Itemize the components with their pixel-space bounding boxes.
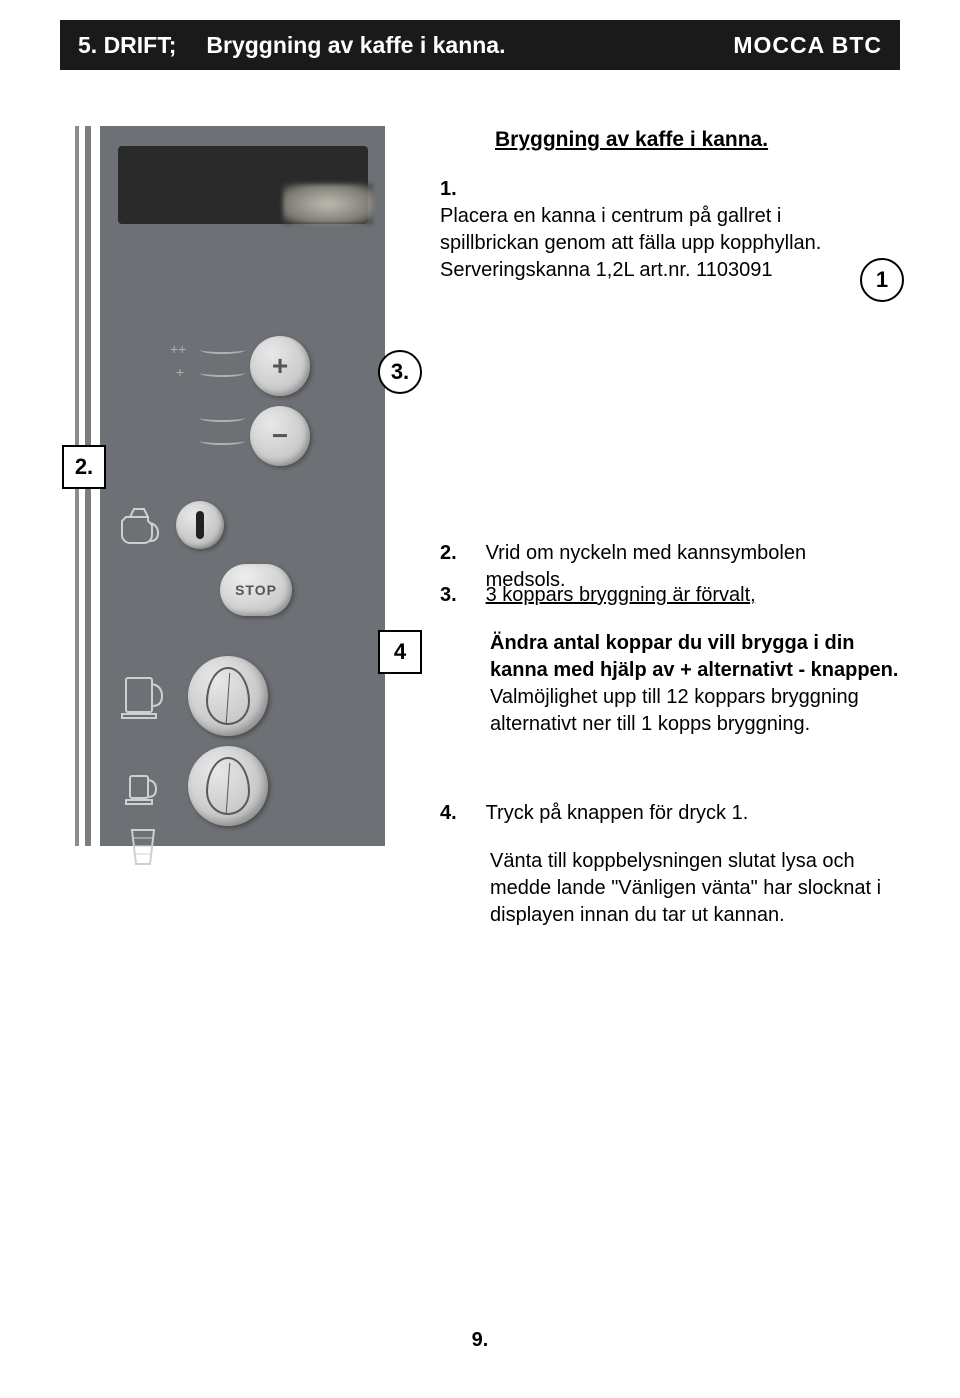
step-tail-text: Vänta till koppbelysningen slutat lysa o…	[490, 850, 881, 926]
step-4-text: Tryck på knappen för dryck 1.	[486, 800, 886, 827]
step-3: 3. 3 koppars bryggning är förvalt,	[440, 582, 900, 609]
step-1-number: 1.	[440, 176, 480, 203]
spoon-icon	[200, 437, 245, 445]
display-window	[118, 146, 368, 224]
page-subtitle: Bryggning av kaffe i kanna.	[495, 128, 768, 152]
step-3-detail: Ändra antal koppar du vill brygga i din …	[490, 630, 900, 738]
callout-circle-1: 1	[860, 258, 904, 302]
plus-button[interactable]: +	[250, 336, 310, 396]
step-3-rest: Valmöjlighet upp till 12 koppars bryggni…	[490, 684, 900, 738]
jug-icon	[120, 505, 162, 545]
bean-icon	[206, 757, 250, 815]
strength-ticks: ++ +	[170, 336, 240, 466]
spoon-icon	[200, 414, 245, 422]
spoon-icon	[200, 346, 245, 354]
glass-icon	[128, 828, 158, 868]
page-number: 9.	[472, 1329, 489, 1352]
drink-1-row	[120, 656, 268, 736]
step-tail: Vänta till koppbelysningen slutat lysa o…	[490, 848, 900, 929]
tick-plus: +	[176, 364, 184, 380]
step-1: 1. Placera en kanna i centrum på gallret…	[440, 176, 880, 284]
display-glow	[283, 184, 373, 224]
step-3-text: 3 koppars bryggning är förvalt,	[486, 582, 886, 609]
drink-1-button[interactable]	[188, 656, 268, 736]
step-4-number: 4.	[440, 800, 480, 827]
section-header: 5. DRIFT; Bryggning av kaffe i kanna. MO…	[60, 20, 900, 70]
section-number: 5. DRIFT;	[78, 32, 176, 59]
tick-plusplus: ++	[170, 341, 186, 357]
plus-icon: +	[272, 350, 288, 382]
step-4: 4. Tryck på knappen för dryck 1.	[440, 800, 900, 827]
callout-square-4: 4	[378, 630, 422, 674]
drink-2-row	[120, 746, 268, 826]
minus-icon: −	[272, 420, 288, 452]
step-3-number: 3.	[440, 582, 480, 609]
machine-panel: ++ + + − STOP	[100, 126, 385, 846]
small-cup-icon	[120, 762, 164, 810]
model-name: MOCCA BTC	[733, 32, 882, 59]
section-title: Bryggning av kaffe i kanna.	[206, 32, 505, 59]
callout-square-2: 2.	[62, 445, 106, 489]
minus-button[interactable]: −	[250, 406, 310, 466]
spoon-icon	[200, 369, 245, 377]
bean-icon	[206, 667, 250, 725]
callout-circle-3: 3.	[378, 350, 422, 394]
drink-2-button[interactable]	[188, 746, 268, 826]
stop-button[interactable]: STOP	[220, 564, 292, 616]
key-switch[interactable]	[176, 501, 224, 549]
step-1-text: Placera en kanna i centrum på gallret i …	[440, 203, 835, 284]
step-3-bold: Ändra antal koppar du vill brygga i din …	[490, 630, 900, 684]
step-2-number: 2.	[440, 540, 480, 567]
large-cup-icon	[120, 672, 164, 720]
